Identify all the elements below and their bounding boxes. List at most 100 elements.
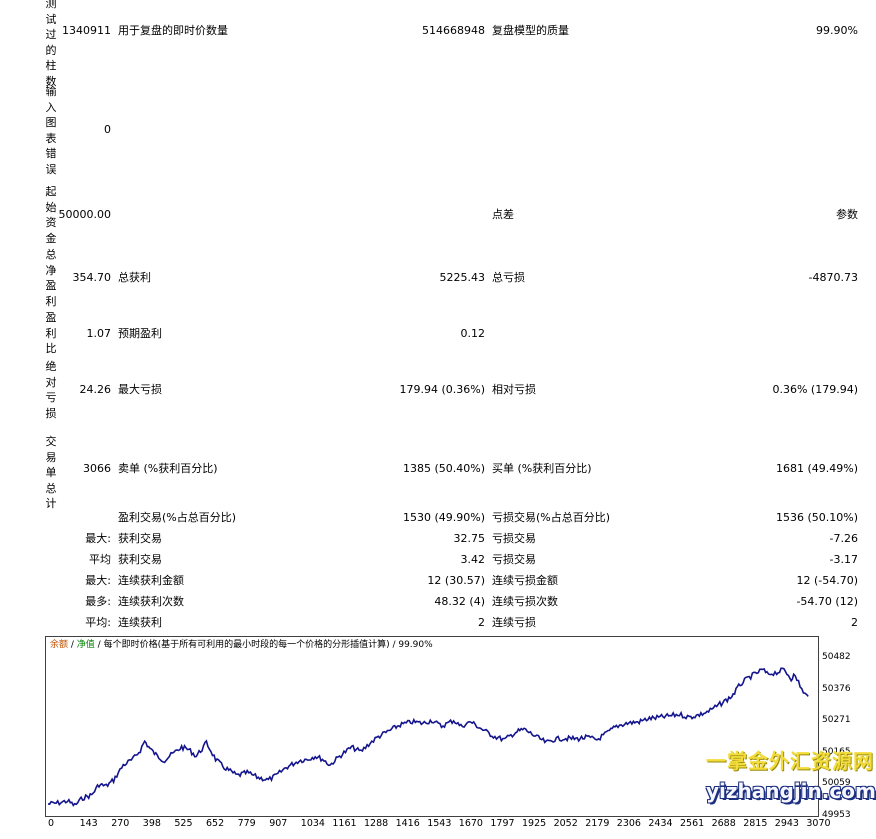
label-spread: 点差 <box>492 208 514 221</box>
value-average-consecutive-wins: 2 <box>478 616 485 629</box>
value-total-trades: 3066 <box>83 462 111 475</box>
label-relative-drawdown: 相对亏损 <box>492 383 536 396</box>
value-absolute-drawdown: 24.26 <box>79 383 112 396</box>
value-gross-profit: 5225.43 <box>439 271 486 284</box>
legend-separator: / <box>94 640 104 650</box>
label-gross-loss: 总亏损 <box>492 271 525 284</box>
x-tick-label: 2434 <box>648 818 673 829</box>
x-tick-label: 398 <box>142 818 161 829</box>
value-short-positions: 1385 (50.40%) <box>402 462 485 475</box>
value-largest-profit-trade: 32.75 <box>453 532 486 545</box>
label-average-profit-trade: 获利交易 <box>118 553 162 566</box>
x-tick-label: 2815 <box>743 818 768 829</box>
label-average-consecutive-wins: 连续获利 <box>118 616 162 629</box>
x-tick-label: 2561 <box>680 818 705 829</box>
label-ticks-modelled: 用于复盘的即时价数量 <box>118 24 228 37</box>
value-maximal-consecutive-profit: 48.32 (4) <box>434 595 485 608</box>
x-tick-label: 143 <box>79 818 98 829</box>
value-loss-trades: 1536 (50.10%) <box>775 511 858 524</box>
balance-series-line <box>47 667 809 807</box>
value-relative-drawdown: 0.36% (179.94) <box>772 383 858 396</box>
label-mismatched-errors: 输入图表错误 <box>45 85 57 176</box>
x-tick-label: 2052 <box>553 818 578 829</box>
value-gross-loss: -4870.73 <box>808 271 858 284</box>
label-gross-profit: 总获利 <box>118 271 151 284</box>
label-total-net-profit: 总净盈利 <box>45 248 57 308</box>
y-tick-label: 50482 <box>822 652 851 662</box>
y-tick-label: 50059 <box>822 778 851 789</box>
x-tick-label: 907 <box>269 818 288 829</box>
label-short-positions: 卖单 (%获利百分比) <box>118 462 218 475</box>
label-bars-tested: 测试过的柱数 <box>45 0 57 88</box>
value-total-net-profit: 354.70 <box>72 271 112 284</box>
x-tick-label: 1925 <box>522 818 547 829</box>
x-tick-label: 1416 <box>395 818 420 829</box>
legend-equity: 净值 <box>76 640 95 650</box>
label-modelling-quality: 复盘模型的质量 <box>492 24 569 37</box>
x-tick-label: 2688 <box>711 818 736 829</box>
label-absolute-drawdown: 绝对亏损 <box>45 360 57 420</box>
value-long-positions: 1681 (49.49%) <box>775 462 858 475</box>
x-tick-label: 525 <box>174 818 193 829</box>
x-tick-label: 1161 <box>332 818 357 829</box>
prefix-maximal: 最多: <box>85 595 111 608</box>
value-average-loss-trade: -3.17 <box>829 553 858 566</box>
value-max-consecutive-losses: 12 (-54.70) <box>796 574 858 587</box>
y-tick-label: 50376 <box>822 683 851 694</box>
value-bars-tested: 1340911 <box>62 24 111 37</box>
value-maximal-consecutive-loss: -54.70 (12) <box>796 595 858 608</box>
value-expected-payoff: 0.12 <box>460 327 486 340</box>
watermark-site-url: yizhangjin.com <box>706 779 876 803</box>
prefix-average: 平均 <box>89 553 111 566</box>
value-ticks-modelled: 514668948 <box>422 24 485 37</box>
chart-legend: 余额 / 净值 / 每个即时价格(基于所有可利用的最小时段的每一个价格的分形插值… <box>50 640 433 651</box>
value-max-consecutive-wins: 12 (30.57) <box>427 574 485 587</box>
label-long-positions: 买单 (%获利百分比) <box>492 462 592 475</box>
label-maximal-consecutive-profit: 连续获利次数 <box>118 595 184 608</box>
label-maximal-consecutive-loss: 连续亏损次数 <box>492 595 558 608</box>
value-maximal-drawdown: 179.94 (0.36%) <box>399 383 485 396</box>
y-tick-label: 50165 <box>822 746 851 757</box>
x-tick-label: 1034 <box>300 818 325 829</box>
x-tick-label: 779 <box>237 818 256 829</box>
x-tick-label: 3070 <box>806 818 831 829</box>
label-max-consecutive-wins: 连续获利金额 <box>118 574 184 587</box>
legend-balance: 余额 <box>50 640 69 650</box>
prefix-largest: 最大: <box>85 532 111 545</box>
value-mismatched-errors: 0 <box>104 123 111 136</box>
value-average-profit-trade: 3.42 <box>460 553 486 566</box>
x-tick-label: 1670 <box>458 818 483 829</box>
value-initial-deposit: 50000.00 <box>58 208 112 221</box>
label-average-loss-trade: 亏损交易 <box>492 553 536 566</box>
label-largest-profit-trade: 获利交易 <box>118 532 162 545</box>
prefix-maximum: 最大: <box>85 574 111 587</box>
value-modelling-quality: 99.90% <box>816 24 858 37</box>
label-profit-trades: 盈利交易(%占总百分比) <box>118 511 237 524</box>
x-tick-label: 270 <box>111 818 130 829</box>
x-tick-label: 1543 <box>427 818 452 829</box>
label-average-consecutive-losses: 连续亏损 <box>492 616 536 629</box>
label-profit-factor: 盈利比 <box>45 311 57 356</box>
value-average-consecutive-losses: 2 <box>851 616 858 629</box>
x-tick-label: 0 <box>48 818 55 829</box>
value-profit-trades: 1530 (49.90%) <box>402 511 485 524</box>
label-total-trades: 交易单总计 <box>45 435 57 511</box>
label-max-consecutive-losses: 连续亏损金额 <box>492 574 558 587</box>
y-tick-label: 49953 <box>822 810 851 820</box>
legend-separator: / <box>68 640 77 650</box>
balance-chart-plot <box>47 667 809 807</box>
label-expected-payoff: 预期盈利 <box>118 327 162 340</box>
y-tick-label: 50271 <box>822 715 851 726</box>
x-tick-label: 1797 <box>490 818 515 829</box>
value-profit-factor: 1.07 <box>86 327 112 340</box>
x-tick-label: 1288 <box>364 818 389 829</box>
label-initial-deposit: 起始资金 <box>45 185 57 245</box>
balance-chart: 余额 / 净值 / 每个即时价格(基于所有可利用的最小时段的每一个价格的分形插值… <box>45 636 819 817</box>
value-spread: 参数 <box>836 208 858 221</box>
label-maximal-drawdown: 最大亏损 <box>118 383 162 396</box>
x-tick-label: 2306 <box>616 818 641 829</box>
value-largest-loss-trade: -7.26 <box>829 532 858 545</box>
watermark-site-name: 一掌金外汇资源网 <box>706 749 874 773</box>
x-tick-label: 2179 <box>585 818 610 829</box>
label-largest-loss-trade: 亏损交易 <box>492 532 536 545</box>
